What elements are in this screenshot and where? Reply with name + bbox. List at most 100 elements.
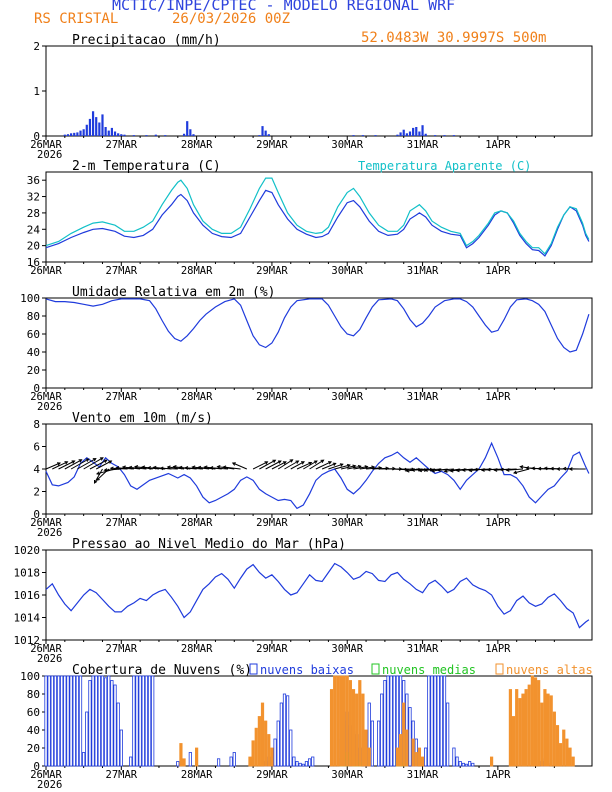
precip-bar xyxy=(120,134,123,136)
cloud-bar-blue xyxy=(107,675,111,767)
chart-title: MCTIC/INPE/CPTEC - MODELO REGIONAL WRF xyxy=(112,0,456,14)
panel-title-vento: Vento em 10m (m/s) xyxy=(72,411,213,426)
x-tick-year-label: 2026 xyxy=(37,149,62,161)
cloud-bar-blue xyxy=(383,680,387,767)
wind-vector-head xyxy=(461,468,466,472)
wind-vector xyxy=(328,463,343,470)
precip-bar xyxy=(396,134,399,136)
wind-vector-head xyxy=(141,465,146,470)
wind-vector xyxy=(353,466,368,470)
cloud-bar-blue xyxy=(408,707,412,767)
x-tick-label: 29MAR xyxy=(256,265,288,277)
wind-vector-head xyxy=(85,458,90,462)
x-tick-label: 30MAR xyxy=(331,643,363,655)
cloud-bar-blue xyxy=(97,675,101,767)
precip-bar xyxy=(361,135,365,136)
wind-vector xyxy=(444,468,461,472)
wind-vector-head xyxy=(184,466,189,470)
wind-vector-head xyxy=(405,468,410,473)
precip-bar xyxy=(98,122,101,136)
wind-vector xyxy=(58,460,75,470)
precip-bar xyxy=(415,127,418,136)
wind-vector-head xyxy=(480,468,485,472)
cloud-bar-blue xyxy=(63,675,67,767)
wind-vector-head xyxy=(108,460,113,464)
panel-title-umidade: Umidade Relativa em 2m (%) xyxy=(72,285,276,300)
cloud-bar-orange xyxy=(515,689,519,767)
cloud-bar-blue xyxy=(110,680,114,767)
x-tick-label: 28MAR xyxy=(181,769,213,781)
cloud-bar-blue xyxy=(276,720,280,767)
precip-bar xyxy=(145,135,148,136)
cloud-bar-orange xyxy=(549,695,553,767)
cloud-bar-blue xyxy=(304,761,309,767)
wind-vector xyxy=(259,459,276,470)
wind-vector-head xyxy=(556,467,561,471)
wind-vector-head xyxy=(103,459,108,463)
precip-bar xyxy=(63,134,66,136)
wind-vector xyxy=(129,466,147,470)
precip-bar xyxy=(132,135,135,136)
precip-bar xyxy=(421,125,424,136)
cloud-bar-orange xyxy=(367,747,371,767)
wind-vector-head xyxy=(543,466,548,471)
x-tick-label: 27MAR xyxy=(106,643,138,655)
x-tick-label: 31MAR xyxy=(407,391,439,403)
legend-swatch xyxy=(495,663,504,675)
cloud-bar-orange xyxy=(333,675,337,767)
wind-vector-head xyxy=(289,459,294,463)
precip-bar xyxy=(113,131,117,136)
cloud-bar-blue xyxy=(72,675,76,767)
precip-bar xyxy=(66,134,70,136)
coords-label: 52.0483W 30.9997S 500m xyxy=(361,30,547,46)
wind-vector-head xyxy=(455,468,460,473)
cloud-bar-orange xyxy=(405,729,409,767)
x-tick-label: 30MAR xyxy=(331,391,363,403)
wind-vector-head xyxy=(295,460,300,464)
cloud-bar-blue xyxy=(289,729,293,767)
y-tick-label: 1016 xyxy=(14,589,41,602)
wind-vector-head xyxy=(99,457,104,461)
x-tick-label: 27MAR xyxy=(106,517,138,529)
wind-vector-head xyxy=(197,465,202,470)
wind-vector xyxy=(334,464,351,470)
wind-vector xyxy=(94,468,103,484)
wind-vector-head xyxy=(166,465,171,470)
wind-vector xyxy=(284,460,299,470)
wind-vector xyxy=(303,460,318,470)
cloud-bar-blue xyxy=(216,758,221,767)
wind-vector-head xyxy=(222,465,227,470)
cloud-bar-blue xyxy=(455,756,459,767)
cloud-bar-orange xyxy=(508,689,513,767)
wind-vector xyxy=(252,461,268,470)
precip-bar xyxy=(186,121,189,136)
precip-bar xyxy=(154,134,157,136)
cloud-bar-blue xyxy=(392,675,396,767)
x-tick-label: 28MAR xyxy=(181,139,213,151)
cloud-bar-blue xyxy=(452,747,456,767)
cloud-bar-blue xyxy=(436,675,440,767)
y-tick-label: 0 xyxy=(33,508,40,521)
cloud-bar-orange xyxy=(351,689,356,767)
cloud-bar-blue xyxy=(311,756,315,767)
wind-vector-head xyxy=(568,467,573,471)
x-tick-label: 31MAR xyxy=(407,769,439,781)
wind-vector-head xyxy=(505,468,510,472)
wind-vector-head xyxy=(146,466,152,470)
cloud-bar-blue xyxy=(464,763,469,767)
wind-vector-head xyxy=(549,466,554,471)
cloud-bar-orange xyxy=(364,729,368,767)
x-tick-label: 26MAR xyxy=(30,139,62,151)
wind-vector xyxy=(271,461,287,470)
precip-bar xyxy=(405,133,408,136)
wind-vector-head xyxy=(313,460,318,464)
cloud-bar-blue xyxy=(144,675,149,767)
x-tick-label: 29MAR xyxy=(256,391,288,403)
wind-vector-head xyxy=(103,468,108,472)
cloud-bar-orange xyxy=(546,693,550,767)
legend-label: nuvens medias xyxy=(382,663,476,677)
cloud-bar-blue xyxy=(295,761,299,767)
wind-vector-head xyxy=(56,462,61,466)
wind-vector xyxy=(64,459,82,470)
wind-vector xyxy=(315,461,332,470)
